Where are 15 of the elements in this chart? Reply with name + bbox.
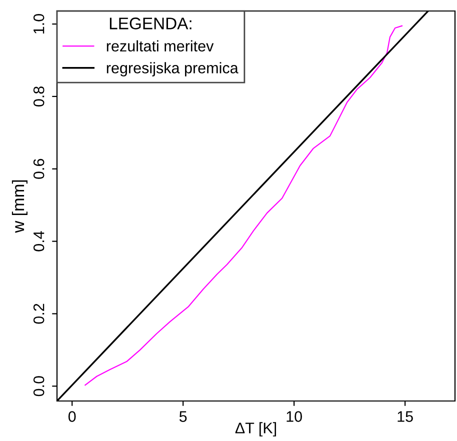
legend-label: rezultati meritev <box>106 40 214 52</box>
y-tick-label: 0.4 <box>33 231 44 252</box>
x-tick-label: 0 <box>68 411 76 422</box>
legend-title: LEGENDA: <box>110 18 192 30</box>
x-axis-title: ΔT [K] <box>235 422 276 436</box>
x-tick-label: 15 <box>398 411 413 422</box>
legend-label: regresijska premica <box>106 62 238 76</box>
x-tick-label: 10 <box>286 411 302 422</box>
x-tick-label: 5 <box>179 411 187 422</box>
y-tick-label: 1.0 <box>33 14 44 34</box>
y-tick-label: 0.0 <box>33 376 44 396</box>
y-axis-title: w [mm] <box>12 180 28 233</box>
y-tick-label: 0.6 <box>33 158 44 179</box>
y-tick-label: 0.8 <box>33 86 44 106</box>
y-tick-label: 0.2 <box>33 304 44 324</box>
